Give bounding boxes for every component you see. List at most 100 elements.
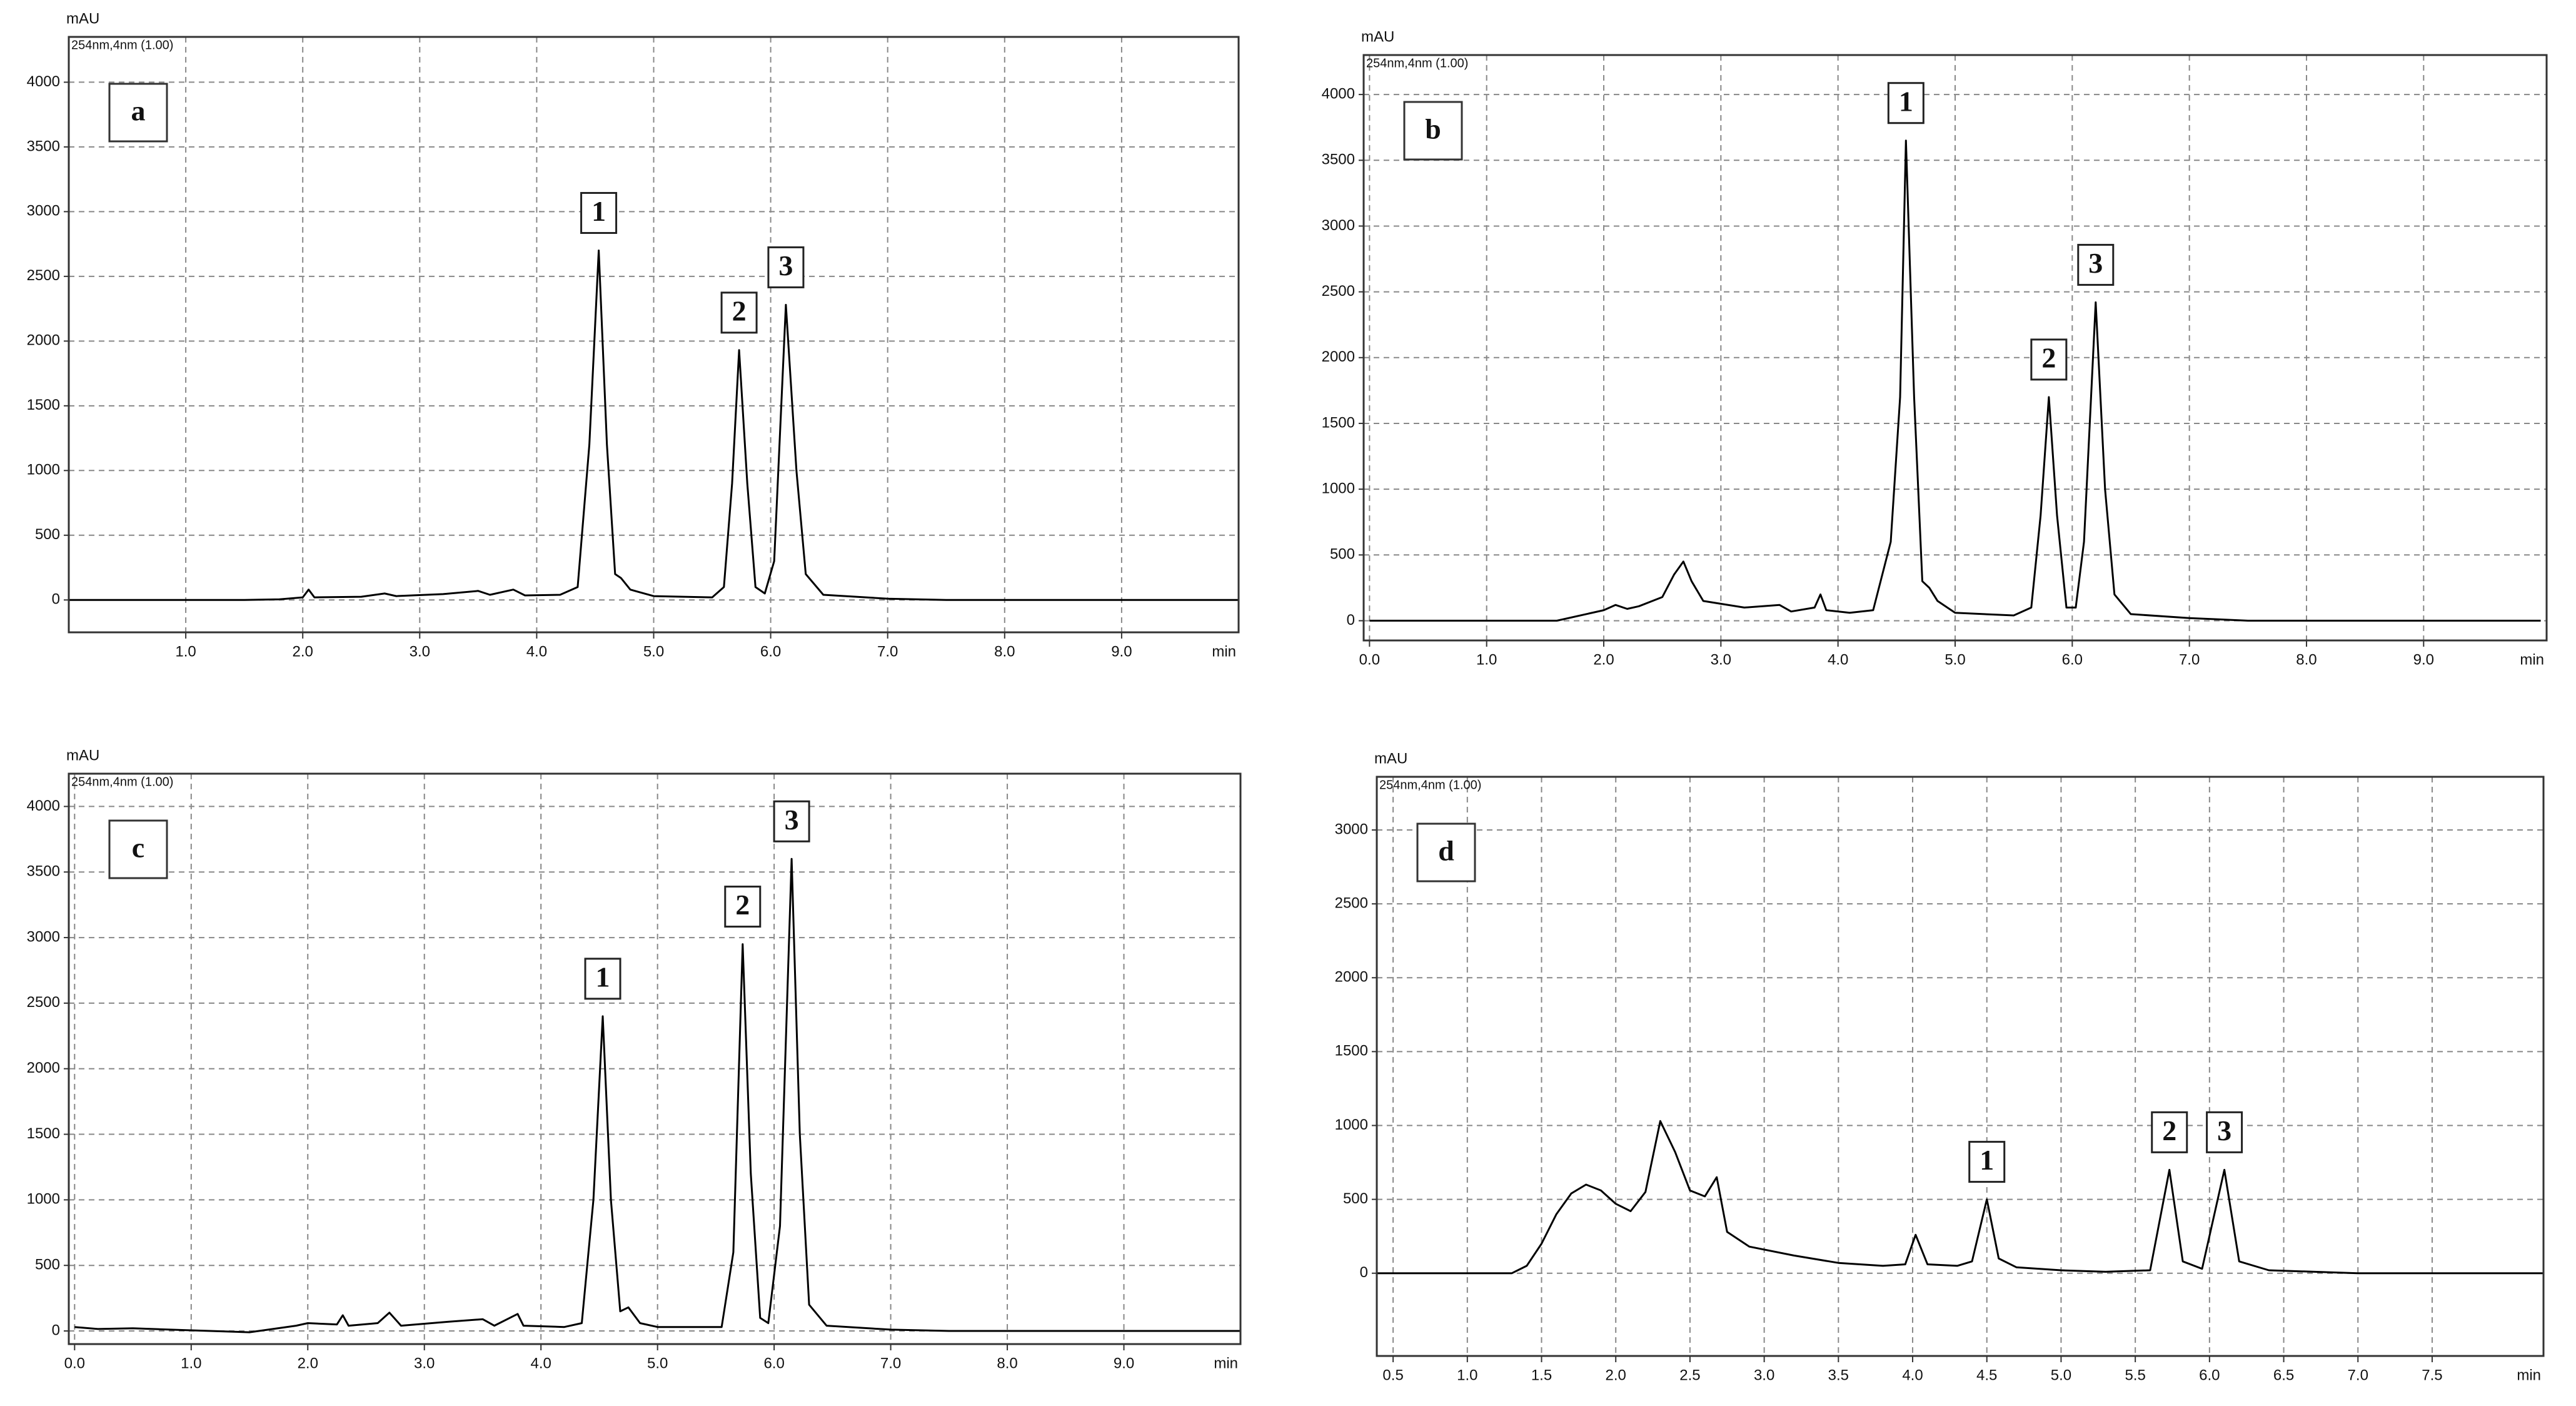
peak-label-box — [584, 958, 621, 1000]
panel-label-box — [1416, 822, 1476, 883]
x-tick-label: 6.0 — [763, 1355, 784, 1372]
peak-label-box — [2077, 243, 2115, 286]
peak-label-box — [2151, 1111, 2188, 1153]
y-tick-label: 500 — [1330, 546, 1355, 563]
x-tick-label: 1.0 — [175, 643, 196, 660]
y-tick-label: 1000 — [1335, 1116, 1368, 1133]
y-tick-label: 1500 — [1322, 414, 1355, 431]
y-axis-label: mAU — [66, 10, 99, 27]
panel-label-box — [108, 83, 168, 143]
y-tick-label: 500 — [1343, 1190, 1368, 1207]
x-tick-label: 1.0 — [181, 1355, 201, 1372]
y-tick-label: 500 — [35, 1257, 60, 1273]
x-tick-label: 4.0 — [531, 1355, 551, 1372]
x-tick-label: 1.5 — [1531, 1367, 1552, 1383]
chart-panel: 0.0 1.0 2.0 3.0 4.0 5.0 6.0 7.0 8.0 9.0 0 500 1000 15… — [1322, 28, 2548, 668]
y-tick-label: 4000 — [27, 797, 60, 814]
peak-label-box — [767, 246, 805, 288]
x-tick-label: 0.0 — [1359, 651, 1380, 668]
x-tick-label: 6.5 — [2273, 1367, 2294, 1383]
y-tick-label: 3000 — [27, 928, 60, 945]
y-tick-label: 2500 — [27, 267, 60, 284]
x-axis-label: min — [2517, 1367, 2541, 1383]
y-tick-label: 2000 — [1335, 969, 1368, 986]
plot-frame — [1376, 776, 2545, 1357]
peak-label-box — [773, 800, 810, 842]
x-tick-label: 7.0 — [877, 643, 898, 660]
x-tick-label: 6.0 — [2062, 651, 2083, 668]
peak-label: 2 — [735, 889, 750, 921]
peak-label-box — [720, 291, 758, 334]
panel-label: b — [1425, 113, 1441, 145]
x-tick-label: 7.0 — [2179, 651, 2200, 668]
channel-label: 254nm,4nm (1.00) — [1366, 56, 1468, 70]
x-tick-label: 5.0 — [2051, 1367, 2071, 1383]
chart-panel: 0.0 1.0 2.0 3.0 4.0 5.0 6.0 7.0 8.0 9.0 0 500 1000 15… — [27, 747, 1242, 1372]
y-tick-label: 0 — [52, 591, 60, 608]
y-tick-label: 4000 — [27, 73, 60, 90]
peak-label: 1 — [1899, 85, 1913, 117]
x-tick-label: 7.0 — [2348, 1367, 2368, 1383]
y-tick-label: 1500 — [27, 1125, 60, 1142]
plot-frame — [1362, 54, 2548, 642]
y-tick-label: 3000 — [1322, 217, 1355, 234]
plot-area — [69, 774, 1240, 1344]
y-axis-label: mAU — [1374, 750, 1407, 767]
x-tick-label: 1.0 — [1476, 651, 1497, 668]
y-tick-label: 500 — [35, 526, 60, 543]
x-axis-label: min — [1212, 643, 1236, 660]
x-tick-label: 9.0 — [2413, 651, 2434, 668]
x-tick-label: 0.5 — [1382, 1367, 1403, 1383]
channel-label: 254nm,4nm (1.00) — [1379, 778, 1481, 792]
y-tick-label: 2500 — [1335, 894, 1368, 911]
y-axis-label: mAU — [66, 747, 99, 764]
y-tick-label: 1500 — [1335, 1043, 1368, 1060]
x-tick-label: 0.0 — [64, 1355, 85, 1372]
peak-label: 3 — [785, 804, 799, 836]
y-tick-label: 3000 — [1335, 821, 1368, 837]
panel-label: a — [131, 95, 146, 127]
trace — [1369, 139, 2541, 622]
x-tick-label: 3.0 — [410, 643, 430, 660]
x-axis-label: min — [2520, 651, 2544, 668]
x-tick-label: 5.0 — [647, 1355, 668, 1372]
x-tick-label: 4.5 — [1976, 1367, 1997, 1383]
panel-label-box — [108, 819, 168, 879]
x-tick-label: 3.0 — [414, 1355, 435, 1372]
x-tick-label: 9.0 — [1111, 643, 1132, 660]
x-tick-label: 1.0 — [1457, 1367, 1477, 1383]
y-tick-label: 2000 — [27, 332, 60, 349]
peak-label-box — [724, 886, 762, 928]
x-tick-label: 8.0 — [994, 643, 1015, 660]
panel-label-box — [1403, 101, 1463, 161]
plot-frame — [68, 36, 1240, 634]
y-tick-label: 2000 — [1322, 348, 1355, 365]
x-tick-label: 3.0 — [1711, 651, 1731, 668]
x-tick-label: 6.0 — [2199, 1367, 2220, 1383]
x-tick-label: 5.0 — [1945, 651, 1965, 668]
trace — [74, 857, 1240, 1333]
y-tick-label: 0 — [1347, 612, 1355, 629]
plot-frame — [68, 772, 1242, 1345]
y-tick-label: 3500 — [1322, 151, 1355, 168]
y-tick-label: 3500 — [27, 138, 60, 154]
y-tick-label: 0 — [52, 1322, 60, 1338]
x-tick-label: 2.0 — [1606, 1367, 1626, 1383]
x-tick-label: 5.5 — [2125, 1367, 2145, 1383]
x-tick-label: 8.0 — [2296, 651, 2317, 668]
x-tick-label: 3.0 — [1754, 1367, 1774, 1383]
y-tick-label: 3000 — [27, 203, 60, 220]
x-tick-label: 8.0 — [997, 1355, 1017, 1372]
y-tick-label: 3500 — [27, 863, 60, 880]
y-tick-label: 4000 — [1322, 85, 1355, 102]
x-tick-label: 5.0 — [643, 643, 664, 660]
trace — [69, 250, 1239, 601]
peak-label: 3 — [778, 250, 793, 281]
plot-area — [1377, 777, 2543, 1356]
peak-label: 1 — [591, 195, 606, 227]
y-tick-label: 1500 — [27, 397, 60, 413]
plot-area — [69, 37, 1239, 632]
x-tick-label: 3.5 — [1828, 1367, 1849, 1383]
panel-label: d — [1438, 835, 1454, 867]
